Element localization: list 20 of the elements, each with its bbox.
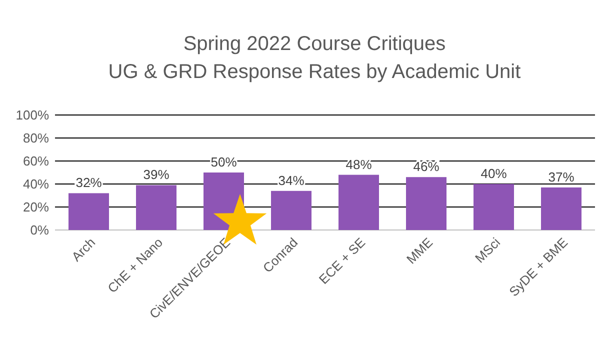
data-label: 48% [346,156,372,172]
y-tick-label: 100% [16,108,50,123]
y-tick-label: 0% [30,222,50,238]
data-label: 40% [480,166,508,181]
chart-subtitle: UG & GRD Response Rates by Academic Unit [108,61,522,83]
y-tick-label: 40% [22,176,50,192]
bar [338,174,379,230]
bar [541,187,582,230]
data-label: 39% [143,167,170,182]
data-label: 37% [548,169,575,184]
chart-title: Spring 2022 Course Critiques [183,33,446,55]
bar [136,185,176,230]
y-tick-label: 80% [22,130,50,146]
bar [271,190,312,230]
y-tick-label: 20% [22,200,50,215]
bar [68,193,109,230]
bar [474,184,514,230]
bar [406,177,446,230]
y-tick-label: 60% [22,154,50,169]
data-label: 46% [413,159,440,174]
